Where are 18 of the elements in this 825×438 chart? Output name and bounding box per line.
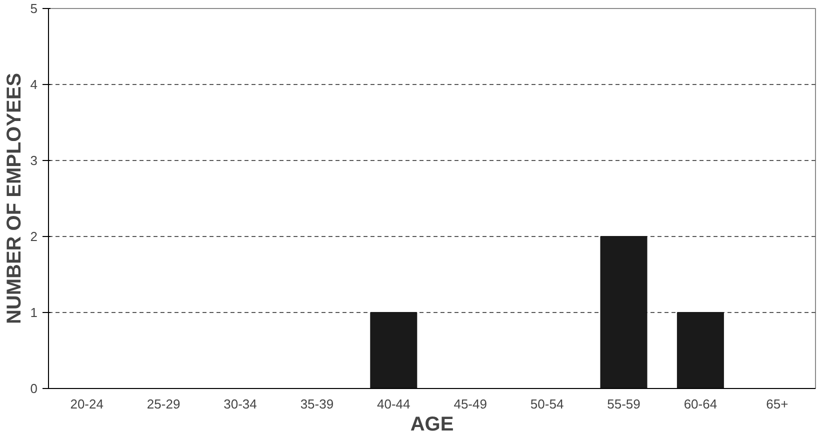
y-tick-label: 2 bbox=[30, 229, 38, 244]
y-tick-label: 3 bbox=[30, 153, 38, 168]
x-tick-label: 60-64 bbox=[684, 396, 718, 412]
x-tick-label: 35-39 bbox=[300, 396, 334, 412]
x-axis-title: AGE bbox=[410, 414, 454, 436]
x-tick-label: 50-54 bbox=[530, 396, 564, 412]
y-tick-label: 0 bbox=[30, 381, 38, 396]
x-tick-label: 65+ bbox=[766, 396, 788, 412]
x-tick-label: 55-59 bbox=[607, 396, 640, 412]
y-tick-label: 5 bbox=[30, 1, 38, 16]
x-tick-label: 45-49 bbox=[454, 396, 487, 412]
x-tick-label: 20-24 bbox=[70, 396, 104, 412]
y-axis-title: NUMBER OF EMPLOYEES bbox=[3, 72, 26, 324]
x-tick-label: 40-44 bbox=[377, 396, 410, 412]
x-tick-label: 30-34 bbox=[224, 396, 257, 412]
y-tick-label: 1 bbox=[30, 305, 38, 320]
y-tick-label: 4 bbox=[30, 77, 38, 92]
x-tick-label: 25-29 bbox=[146, 396, 180, 412]
